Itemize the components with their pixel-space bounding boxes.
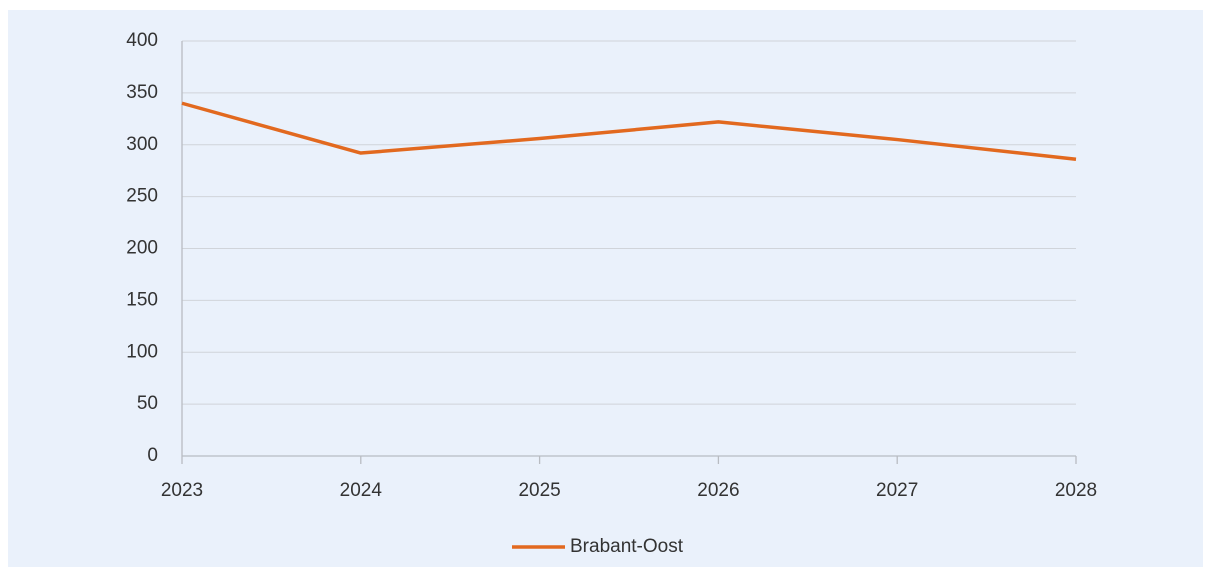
x-tick-label: 2026 bbox=[697, 480, 739, 501]
x-tick-label: 2028 bbox=[1055, 480, 1097, 501]
y-tick-label: 200 bbox=[126, 238, 158, 259]
data-line bbox=[181, 101, 1077, 162]
y-tick-label: 100 bbox=[126, 341, 158, 362]
y-tick-label: 350 bbox=[126, 82, 158, 103]
y-tick-label: 150 bbox=[126, 289, 158, 310]
y-tick-label: 50 bbox=[137, 393, 158, 414]
chart-background bbox=[8, 10, 1203, 567]
x-tick-label: 2023 bbox=[161, 480, 203, 501]
x-tick-label: 2025 bbox=[518, 480, 560, 501]
y-tick-label: 0 bbox=[147, 445, 158, 466]
x-tick-label: 2024 bbox=[340, 480, 383, 501]
legend-label: Brabant-Oost bbox=[570, 536, 684, 557]
y-tick-label: 300 bbox=[126, 134, 158, 155]
y-tick-label: 250 bbox=[126, 186, 158, 207]
x-tick-label: 2027 bbox=[876, 480, 918, 501]
y-tick-label: 400 bbox=[126, 30, 158, 51]
